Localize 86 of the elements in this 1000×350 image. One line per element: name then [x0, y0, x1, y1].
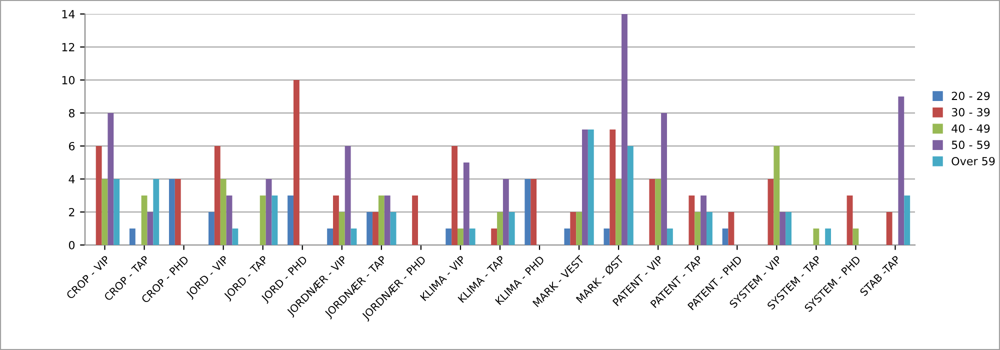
bar — [786, 212, 792, 245]
bar — [174, 179, 181, 245]
bar — [288, 196, 294, 245]
bar — [576, 212, 582, 245]
bar — [412, 196, 418, 245]
bar — [260, 196, 266, 245]
bar — [226, 196, 232, 245]
bar — [208, 212, 214, 245]
bar — [780, 212, 786, 245]
legend-label: Over 59 — [952, 156, 995, 166]
bar — [616, 179, 622, 245]
legend-label: 20 - 29 — [952, 92, 990, 100]
bar — [338, 212, 345, 245]
y-tick-label: 12 — [62, 42, 74, 52]
bar — [333, 196, 339, 245]
bar — [272, 196, 278, 245]
bar — [390, 212, 396, 245]
bar — [666, 228, 673, 245]
bar — [904, 196, 910, 245]
bar — [688, 196, 695, 245]
bar — [604, 228, 610, 245]
bar — [129, 228, 136, 245]
bar — [588, 130, 594, 245]
bar — [350, 228, 357, 245]
bar — [344, 146, 351, 245]
bar — [502, 179, 509, 245]
y-tick-label: 6 — [68, 142, 75, 150]
bar — [649, 179, 656, 245]
bar — [96, 146, 102, 245]
bar — [886, 212, 892, 245]
bar — [168, 179, 175, 245]
bar — [108, 113, 114, 245]
bar — [491, 228, 498, 245]
bar — [220, 179, 226, 245]
bar — [627, 146, 634, 245]
y-tick-label: 14 — [62, 10, 75, 18]
bar — [372, 212, 378, 245]
bar — [768, 179, 774, 245]
y-tick-label: 2 — [69, 208, 74, 216]
bar — [266, 179, 272, 245]
bar — [728, 212, 734, 245]
bar — [570, 212, 576, 245]
y-tick-label: 0 — [68, 240, 75, 250]
bar — [293, 80, 300, 245]
bar — [463, 162, 470, 245]
y-tick-label: 4 — [68, 175, 75, 184]
bar — [458, 228, 464, 245]
bar — [114, 179, 120, 245]
bar — [582, 130, 588, 245]
bar — [564, 228, 570, 245]
bar — [214, 146, 220, 245]
bar — [530, 179, 537, 245]
bar — [366, 212, 373, 245]
bar — [661, 113, 667, 245]
bar — [706, 212, 712, 245]
bar — [102, 179, 108, 245]
bar — [452, 146, 458, 245]
bar — [846, 196, 853, 245]
bar — [147, 212, 154, 245]
bar — [700, 196, 707, 245]
bar — [497, 212, 503, 245]
bar — [232, 228, 238, 245]
bar — [852, 228, 859, 245]
bar — [524, 179, 531, 245]
bar — [610, 130, 616, 245]
legend-label: 50 - 59 — [952, 140, 990, 150]
bar — [622, 14, 628, 245]
bar — [446, 228, 452, 245]
y-tick-label: 10 — [62, 76, 75, 84]
y-tick-label: 8 — [68, 108, 75, 118]
bar — [378, 196, 384, 245]
bar — [469, 228, 476, 245]
bar — [825, 228, 832, 245]
bar — [813, 228, 820, 245]
bar — [655, 179, 662, 245]
bar — [508, 212, 515, 245]
legend-label: 30 - 39 — [952, 108, 990, 116]
bar — [898, 96, 904, 245]
bar — [722, 228, 728, 245]
bar — [694, 212, 701, 245]
bar — [774, 146, 780, 245]
bar — [384, 196, 390, 245]
bar — [153, 179, 160, 245]
bar — [141, 196, 148, 245]
bar — [327, 228, 334, 245]
legend-label: 40 - 49 — [952, 124, 990, 133]
